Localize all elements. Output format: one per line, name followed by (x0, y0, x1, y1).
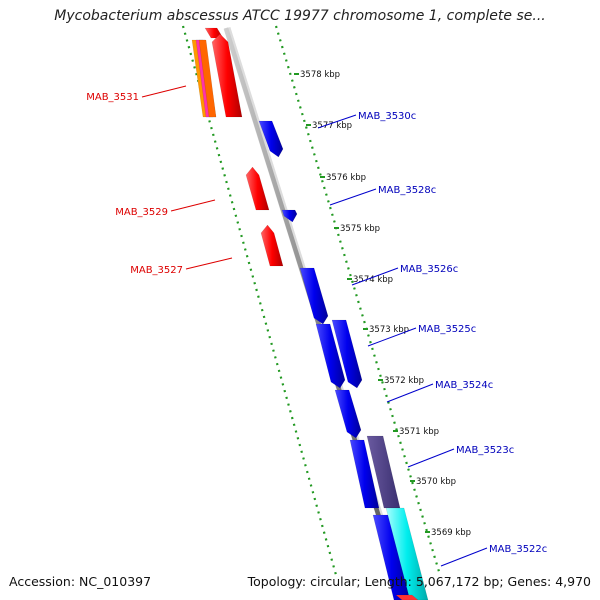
gene-feature-mab-3522c[interactable] (372, 514, 411, 600)
gene-feature-mab-3522c-hit[interactable] (385, 507, 429, 600)
gene-feature-mab-3530c[interactable] (258, 120, 284, 158)
gene-feature-mab-3524c[interactable] (334, 389, 362, 439)
gene-feature-mab-3529[interactable] (245, 166, 270, 211)
gene-label[interactable]: MAB_3527 (130, 265, 183, 276)
gene-label[interactable]: MAB_3526c (400, 264, 458, 275)
gene-feature-mab-3525c-b[interactable] (331, 319, 363, 389)
genome-stats: Topology: circular; Length: 5,067,172 bp… (247, 574, 591, 589)
gene-leader-line (329, 188, 377, 206)
tick-label: 3574 kbp (353, 275, 393, 285)
tick-label: 3576 kbp (326, 173, 366, 183)
gene-feature-mab-3531-stripe[interactable] (198, 39, 217, 118)
gene-label[interactable]: MAB_3531 (86, 92, 139, 103)
tick-label: 3573 kbp (369, 325, 409, 335)
map-title: Mycobacterium abscessus ATCC 19977 chrom… (54, 8, 546, 24)
gene-leader-line (170, 199, 216, 212)
gene-feature-mab-3523c[interactable] (349, 439, 380, 509)
tick-label: 3569 kbp (431, 528, 471, 538)
gene-feature-mab-3526c[interactable] (299, 267, 329, 325)
gene-label[interactable]: MAB_3528c (378, 185, 436, 196)
tick-label: 3578 kbp (300, 70, 340, 80)
gene-leader-line (386, 383, 434, 403)
gene-feature-mab-3528c[interactable] (281, 209, 298, 223)
gene-label[interactable]: MAB_3522c (489, 544, 547, 555)
tick-label: 3577 kbp (312, 121, 352, 131)
outer-ruler-track (274, 25, 442, 576)
gene-label[interactable]: MAB_3524c (435, 380, 493, 391)
gene-feature-mab-3525c-a[interactable] (315, 323, 346, 389)
gene-label[interactable]: MAB_3525c (418, 324, 476, 335)
tick-label: 3571 kbp (399, 427, 439, 437)
gene-leader-line (141, 85, 187, 98)
tick-label: 3572 kbp (384, 376, 424, 386)
tick-label: 3570 kbp (416, 477, 456, 487)
gene-feature-mab-3531[interactable] (211, 33, 243, 118)
accession-label: Accession: NC_010397 (9, 574, 152, 589)
gene-label[interactable]: MAB_3529 (115, 207, 168, 218)
gene-label[interactable]: MAB_3530c (358, 111, 416, 122)
gene-leader-line (351, 267, 399, 286)
gene-feature-mab-3527[interactable] (260, 224, 284, 267)
gene-leader-line (440, 547, 488, 567)
tick-label: 3575 kbp (340, 224, 380, 234)
gene-leader-line (185, 257, 233, 270)
gene-leader-line (367, 327, 417, 347)
gene-leader-line (317, 114, 357, 129)
gene-label[interactable]: MAB_3523c (456, 445, 514, 456)
gene-leader-line (407, 448, 455, 468)
gene-feature-bottom[interactable] (395, 594, 419, 600)
